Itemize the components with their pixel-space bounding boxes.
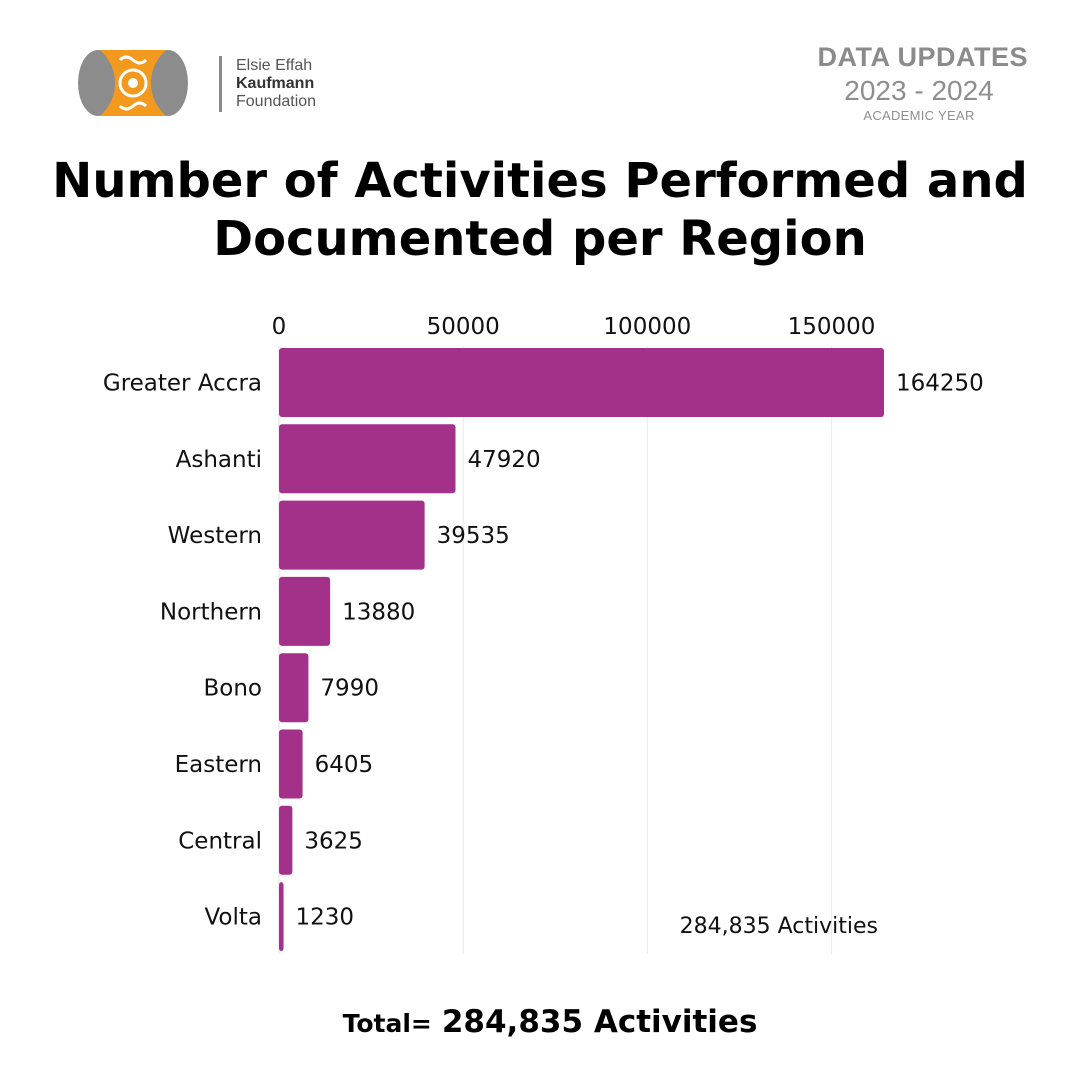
value-label-4: 7990 — [320, 676, 379, 702]
bar-2 — [279, 500, 425, 570]
category-label-2: Western — [168, 523, 262, 549]
bar-1 — [279, 424, 456, 494]
logo-line-3: Foundation — [236, 93, 317, 110]
bar-chart: 0 50000 100000 150000 Greater Accra 164250 Ash… — [103, 314, 984, 954]
value-label-5: 6405 — [315, 752, 374, 778]
bar-7 — [279, 882, 284, 952]
total-label: Total= — [342, 1009, 432, 1038]
x-tick-label-3: 150000 — [788, 314, 876, 340]
x-tick-label-1: 50000 — [427, 314, 500, 340]
total-summary: Total= 284,835 Activities — [0, 1004, 1080, 1040]
x-tick-label-2: 100000 — [603, 314, 691, 340]
category-label-6: Central — [178, 828, 262, 854]
updates-subtitle: ACADEMIC YEAR — [863, 108, 975, 123]
category-label-5: Eastern — [175, 752, 262, 778]
value-label-2: 39535 — [437, 523, 510, 549]
updates-heading: DATA UPDATES — [817, 42, 1028, 72]
bar-3 — [279, 576, 331, 646]
bar-0 — [279, 348, 884, 417]
value-label-0: 164250 — [896, 371, 984, 397]
updates-years: 2023 - 2024 — [844, 75, 994, 106]
foundation-logo-icon — [78, 50, 188, 116]
logo-text: Elsie Effah Kaufmann Foundation — [236, 57, 316, 111]
value-label-7: 1230 — [296, 905, 355, 931]
value-label-1: 47920 — [468, 447, 541, 473]
title-line-1: Number of Activities Performed and — [52, 153, 1028, 209]
category-label-1: Ashanti — [176, 447, 262, 473]
bar-6 — [279, 805, 293, 875]
logo-divider — [219, 56, 222, 112]
bar-5 — [279, 729, 303, 799]
total-value: 284,835 Activities — [441, 1004, 758, 1040]
title-line-2: Documented per Region — [213, 211, 867, 267]
category-label-0: Greater Accra — [103, 371, 262, 397]
bar-4 — [279, 653, 309, 723]
value-label-6: 3625 — [304, 828, 363, 854]
category-label-4: Bono — [204, 676, 263, 702]
chart-annotation: 284,835 Activities — [680, 914, 878, 939]
category-label-7: Volta — [204, 905, 262, 931]
category-label-3: Northern — [160, 599, 262, 625]
logo-line-2: Kaufmann — [236, 75, 315, 92]
logo-line-1: Elsie Effah — [236, 57, 313, 74]
x-tick-label-0: 0 — [272, 314, 287, 340]
value-label-3: 13880 — [342, 599, 415, 625]
page-title: Number of Activities Performed and Docum… — [0, 152, 1080, 268]
data-updates-block: DATA UPDATES 2023 - 2024 ACADEMIC YEAR — [768, 42, 1028, 123]
